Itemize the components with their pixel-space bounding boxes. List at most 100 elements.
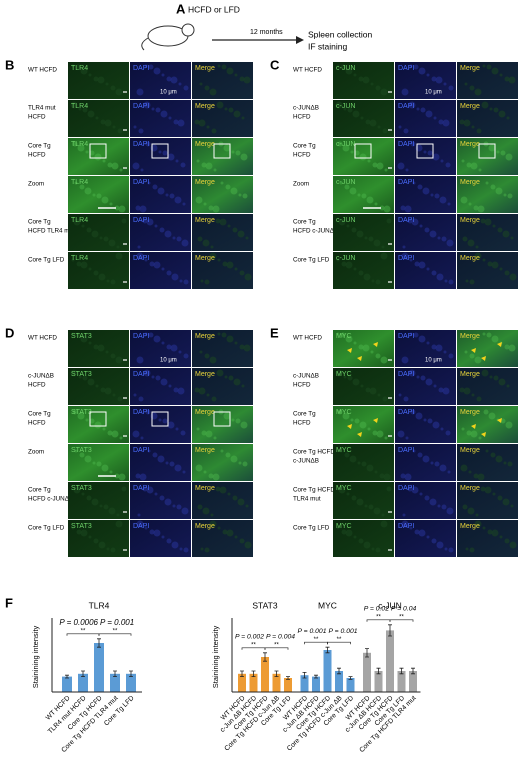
micrograph	[395, 482, 456, 519]
texture	[379, 473, 385, 479]
texture	[109, 470, 113, 474]
texture	[177, 387, 185, 395]
texture	[384, 436, 388, 440]
texture	[507, 193, 513, 199]
texture	[506, 384, 510, 388]
texture	[462, 236, 468, 242]
texture	[204, 85, 210, 91]
texture	[359, 153, 367, 161]
texture	[244, 541, 252, 549]
arrowhead	[347, 348, 352, 353]
texture	[508, 76, 516, 84]
texture	[358, 538, 364, 544]
texture	[484, 218, 492, 226]
row-label: WT HCFD	[293, 335, 322, 342]
texture	[167, 153, 175, 161]
texture	[82, 107, 88, 113]
texture	[132, 430, 140, 438]
texture	[203, 470, 207, 474]
row-label: Zoom	[293, 181, 309, 188]
channel-label: Merge	[460, 103, 480, 110]
texture	[153, 335, 161, 343]
texture	[376, 162, 384, 170]
panel-label: B	[5, 57, 14, 72]
row-label: Core Tg	[293, 219, 316, 226]
texture	[96, 193, 102, 199]
texture	[338, 218, 346, 226]
texture	[173, 119, 179, 125]
channel-label: Merge	[460, 217, 480, 224]
texture	[347, 107, 353, 113]
texture	[140, 168, 144, 172]
texture	[106, 547, 110, 551]
bar	[397, 671, 406, 692]
texture	[411, 486, 419, 494]
channel-label: TLR4	[71, 103, 88, 110]
texture	[164, 230, 172, 238]
texture	[93, 270, 99, 276]
texture	[485, 449, 489, 453]
texture	[175, 159, 179, 163]
channel-label: MYC	[336, 409, 352, 416]
texture	[349, 455, 357, 463]
texture	[339, 181, 343, 185]
row-label: Core Tg	[293, 143, 316, 150]
texture	[225, 452, 231, 458]
group-title: TLR4	[89, 600, 110, 610]
texture	[145, 409, 151, 415]
texture	[79, 184, 85, 190]
error-bar	[376, 667, 381, 675]
image-panel: E WT HCFD MYC DAPI Merge 10 μm c-JUNΔB HCFD MYC D…	[270, 325, 518, 557]
texture	[82, 375, 88, 381]
channel-label: DAPI	[398, 217, 414, 224]
texture	[136, 356, 144, 364]
texture	[401, 520, 409, 528]
texture	[460, 196, 468, 204]
step-label: Spleen collection	[308, 29, 373, 39]
texture	[448, 85, 454, 91]
texture	[110, 547, 116, 553]
row-label: HCFD c-JUNΔB	[293, 228, 338, 235]
step-label: IF staining	[308, 41, 347, 51]
channel-label: c-JUN	[336, 179, 355, 186]
texture	[179, 279, 183, 283]
channel-label: DAPI	[133, 217, 149, 224]
texture	[431, 344, 437, 350]
texture	[133, 393, 137, 397]
texture	[153, 261, 161, 269]
texture	[159, 227, 165, 233]
texture	[349, 187, 357, 195]
texture	[153, 529, 161, 537]
texture	[215, 486, 221, 492]
arrowhead	[481, 432, 486, 437]
zoom-box	[151, 411, 169, 427]
texture	[383, 205, 391, 213]
texture	[338, 486, 346, 494]
texture	[241, 116, 245, 120]
texture	[144, 332, 148, 336]
texture	[171, 273, 179, 281]
texture	[491, 529, 499, 537]
texture	[161, 73, 165, 77]
texture	[423, 150, 427, 154]
channel-label: Merge	[195, 217, 215, 224]
arrowhead	[357, 432, 362, 437]
texture	[495, 455, 503, 463]
error-bar	[365, 648, 369, 658]
texture	[371, 547, 375, 551]
texture	[89, 418, 95, 424]
arrowhead	[347, 424, 352, 429]
channel-label: TLR4	[71, 65, 88, 72]
texture	[202, 507, 210, 515]
texture	[111, 162, 119, 170]
texture	[374, 202, 378, 206]
texture	[431, 76, 437, 82]
texture	[91, 230, 99, 238]
texture	[227, 224, 231, 228]
texture	[467, 507, 475, 515]
texture	[201, 430, 207, 436]
texture	[199, 350, 203, 354]
texture	[101, 196, 109, 204]
texture	[363, 273, 371, 281]
texture	[161, 535, 165, 539]
